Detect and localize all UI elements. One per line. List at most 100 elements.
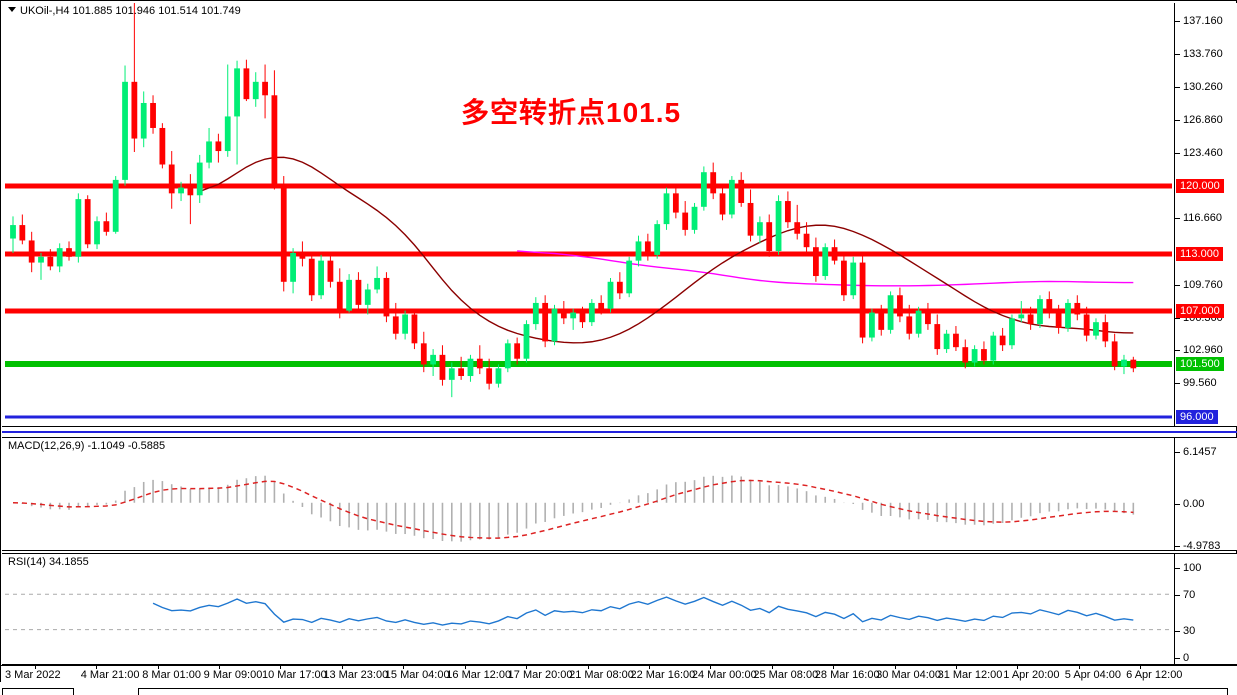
time-tick [710,666,712,669]
time-axis-label: 25 Mar 08:00 [753,669,819,681]
time-tick [526,666,528,669]
time-axis-label: 30 Mar 04:00 [876,669,942,681]
macd-label: MACD(12,26,9) -1.1049 -0.5885 [8,440,166,452]
chart-annotation: 多空转折点101.5 [461,97,682,128]
price-tick-label: 102.960 [1183,344,1223,357]
rsi-tick-label: 0 [1183,652,1190,664]
time-axis-label: 16 Mar 12:00 [446,669,512,681]
level-badge-120.000[interactable]: 120.000 [1176,179,1224,194]
price-tick [1175,152,1180,154]
time-tick [1078,666,1080,669]
panel-separator [2,431,1237,433]
time-axis[interactable]: 3 Mar 2022 4 Mar 21:00 8 Mar 01:00 9 Mar 09… [1,665,1237,683]
rsi-tick-label: 100 [1183,562,1202,574]
time-tick [956,666,957,669]
macd-panel[interactable]: MACD(12,26,9) -1.1049 -0.5885 6.1457 0.00… [2,437,1237,552]
time-axis-label: 5 Apr 04:00 [1064,669,1122,681]
level-badge-96.000[interactable]: 96.000 [1176,410,1218,425]
price-tick [1175,20,1180,22]
level-line-107.000[interactable] [5,308,1172,314]
time-axis-label: 21 Mar 08:00 [569,669,634,681]
price-tick-label: 116.660 [1183,212,1222,225]
quote-text: UKOil-,H4 101.885 101.946 101.514 101.74… [20,5,241,17]
rsi-label: RSI(14) 34.1855 [8,556,89,568]
level-badge-101.500[interactable]: 101.500 [1176,357,1224,372]
tab-item[interactable] [2,688,74,695]
time-axis-label: 8 Mar 01:00 [142,669,201,681]
level-line-96.000[interactable] [5,415,1172,419]
time-tick [157,666,159,669]
time-axis-label: 15 Mar 04:00 [384,669,450,681]
rsi-series [5,593,1172,631]
macd-plot-area[interactable] [5,438,1172,550]
price-tick [1175,120,1180,121]
time-axis-label: 4 Mar 21:00 [80,669,140,681]
price-tick [1175,350,1180,352]
price-tick [1175,383,1180,385]
time-axis-label: 10 Mar 17:00 [261,669,327,681]
time-axis-label: 17 Mar 20:00 [507,669,573,681]
price-axis-scale[interactable]: 137.160 133.760 130.260 126.860 123.460 116.6… [1174,3,1237,426]
chevron-down-icon[interactable] [8,7,16,12]
macd-axis-scale: 6.1457 0.00 -4.9783 [1174,438,1237,552]
time-axis-label: 24 Mar 00:00 [691,669,757,681]
macd-tick [1175,503,1180,505]
time-tick [280,666,282,669]
time-axis-label: 31 Mar 12:00 [937,669,1003,681]
macd-series [12,475,1135,542]
price-tick-label: 133.760 [1183,47,1223,60]
level-line-101.500[interactable] [5,361,1172,368]
time-tick [894,666,896,669]
price-tick [1175,87,1180,89]
macd-tick [1175,546,1180,547]
level-line-120.000[interactable] [5,183,1172,189]
level-line-113.000[interactable] [5,251,1172,256]
time-tick [341,666,343,669]
time-axis-label: 28 Mar 16:00 [814,669,880,681]
time-tick [219,666,220,669]
time-tick [833,666,835,669]
rsi-tick [1175,595,1180,596]
symbol-quote-label: UKOil-,H4 101.885 101.946 101.514 101.74… [8,5,241,17]
rsi-tick-label: 70 [1183,589,1196,601]
time-tick [464,666,466,669]
candlestick-series [10,3,1137,398]
rsi-tick [1175,658,1180,659]
price-tick-label: 137.160 [1183,14,1223,27]
rsi-tick [1175,568,1180,569]
rsi-plot-area[interactable] [5,554,1172,664]
time-axis-label: 6 Apr 12:00 [1126,669,1183,681]
rsi-tick [1175,631,1180,632]
price-tick-label: 99.560 [1183,377,1217,390]
time-tick [1140,666,1142,669]
macd-tick-label: 6.1457 [1183,446,1217,458]
price-tick-label: 109.760 [1183,278,1223,291]
tab-item[interactable] [138,688,1228,695]
price-tick [1175,218,1180,220]
rsi-tick-label: 30 [1183,625,1196,637]
time-axis-label: 3 Mar 2022 [5,669,61,681]
price-tick-label: 126.860 [1183,114,1223,126]
time-tick [1017,666,1019,669]
price-tick-label: 130.260 [1183,81,1223,94]
level-badge-107.000[interactable]: 107.000 [1176,304,1224,319]
moving-average-layer [199,156,1134,344]
macd-tick-label: -4.9783 [1183,540,1221,552]
macd-tick-label: 0.00 [1183,497,1205,510]
time-tick [648,666,650,669]
time-tick [587,666,589,669]
time-tick [96,666,98,669]
price-plot-area[interactable]: 多空转折点101.5 [5,3,1172,426]
time-tick [771,666,773,669]
time-axis-label: 13 Mar 23:00 [323,669,389,681]
price-tick-label: 123.460 [1183,146,1223,159]
price-tick [1175,284,1180,286]
level-badge-113.000[interactable]: 113.000 [1176,246,1223,261]
price-tick [1175,53,1180,55]
time-axis-label: 22 Mar 16:00 [630,669,696,681]
price-panel[interactable]: UKOil-,H4 101.885 101.946 101.514 101.74… [2,3,1237,427]
bottom-tab-strip[interactable] [0,683,1237,695]
rsi-panel[interactable]: RSI(14) 34.1855 100 70 30 0 [2,553,1237,665]
rsi-axis-scale: 100 70 30 0 [1174,554,1237,664]
